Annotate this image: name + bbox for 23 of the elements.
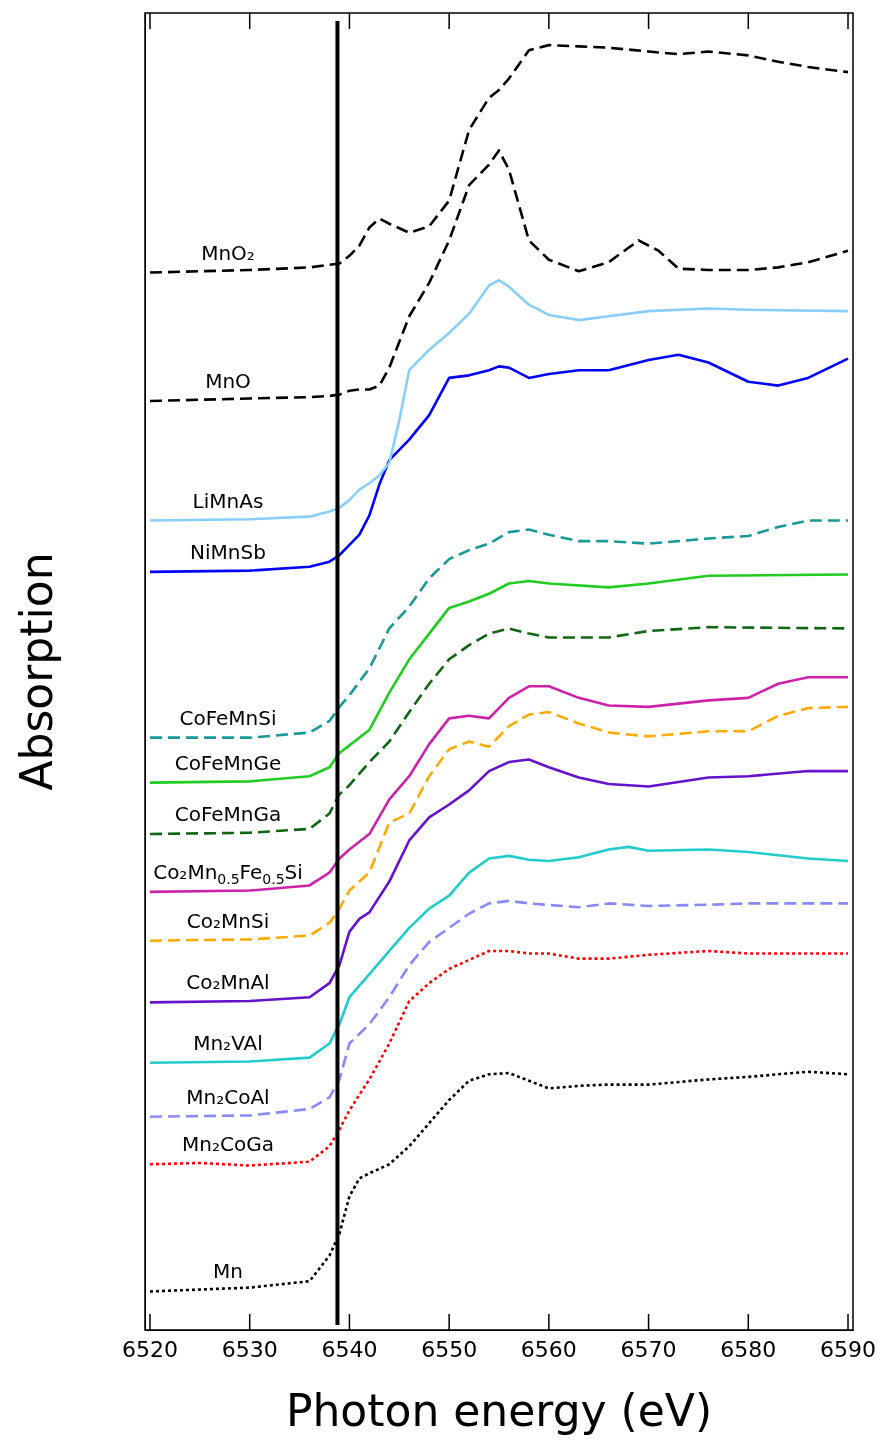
series-label: Co₂MnAl [186,970,270,995]
x-tick-label: 6530 [221,1336,278,1362]
x-tick-label: 6520 [121,1336,178,1362]
series-label: MnO₂ [201,240,255,265]
series-label: LiMnAs [192,488,264,513]
series-label: NiMnSb [190,539,266,564]
series-label: CoFeMnGe [174,750,282,775]
series-label: Mn₂CoAl [186,1084,270,1109]
x-tick-label: 6560 [520,1336,577,1362]
x-tick-label: 6540 [321,1336,378,1362]
x-tick-label: 6570 [620,1336,677,1362]
x-tick-label: 6590 [820,1336,877,1362]
series-label: MnO [205,369,251,394]
x-axis-title: Photon energy (eV) [285,1385,713,1437]
series-label: Mn [213,1259,243,1284]
x-tick-label: 6550 [421,1336,478,1362]
series-label: Mn₂CoGa [182,1132,274,1157]
series-label: CoFeMnGa [174,802,282,827]
series-label: Mn₂VAl [193,1030,263,1055]
series-label: Co₂MnSi [186,908,270,933]
x-tick-label: 6580 [720,1336,777,1362]
series-label: CoFeMnSi [179,705,277,730]
y-axis-title: Absorption [10,552,62,791]
